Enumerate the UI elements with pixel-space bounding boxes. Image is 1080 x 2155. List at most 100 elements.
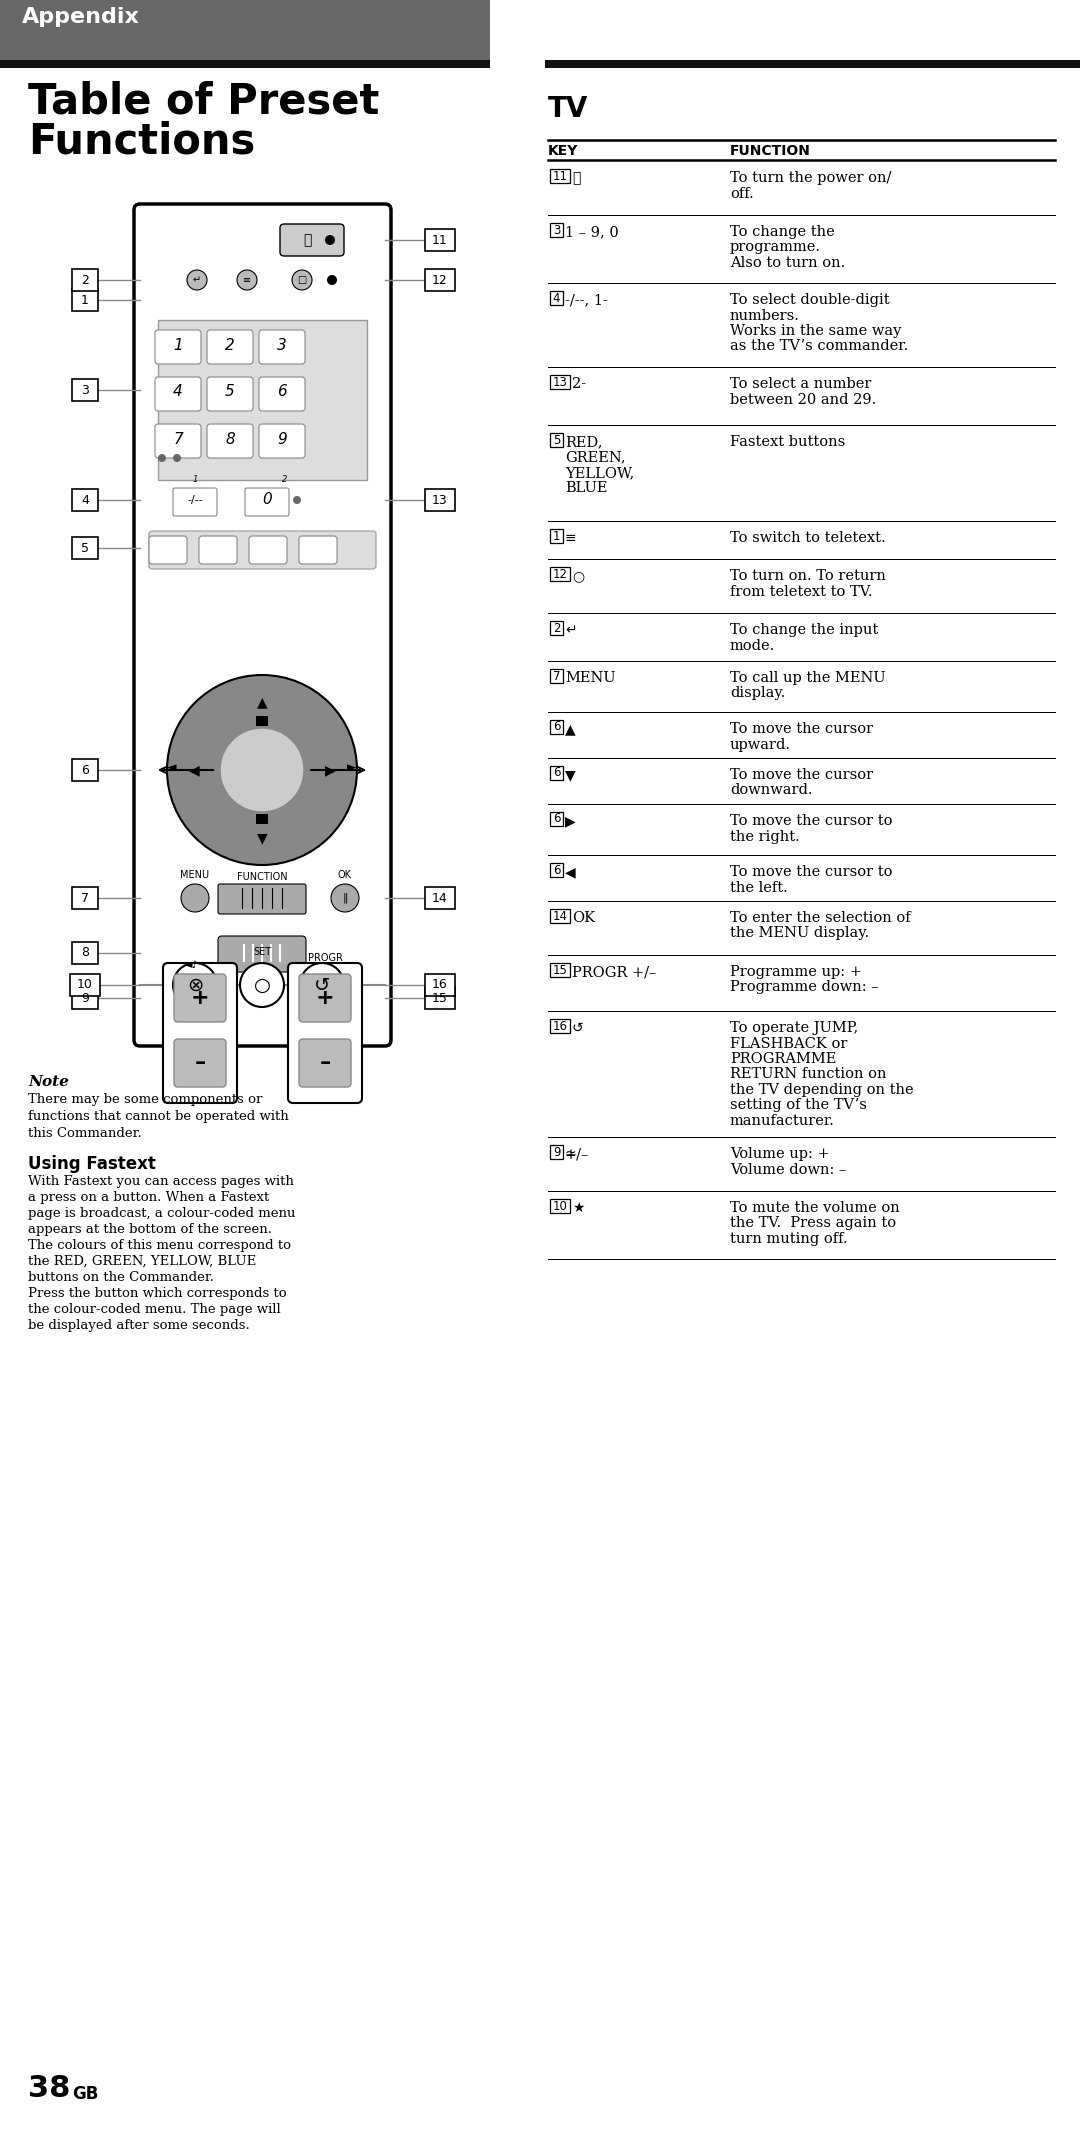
Text: 7: 7 — [553, 670, 561, 683]
Circle shape — [187, 269, 207, 291]
Bar — [550, 963, 570, 976]
Text: page is broadcast, a colour-coded menu: page is broadcast, a colour-coded menu — [28, 1207, 296, 1220]
Text: the RED, GREEN, YELLOW, BLUE: the RED, GREEN, YELLOW, BLUE — [28, 1254, 256, 1267]
Bar — [72, 888, 98, 909]
Text: programme.: programme. — [730, 241, 821, 254]
Bar — [426, 489, 455, 511]
Text: 2: 2 — [225, 338, 234, 353]
Text: ◀: ◀ — [565, 864, 576, 879]
Text: 8: 8 — [81, 946, 89, 959]
Text: To move the cursor: To move the cursor — [730, 767, 873, 782]
Text: 12: 12 — [432, 274, 448, 287]
Bar — [550, 1019, 570, 1032]
Circle shape — [173, 963, 217, 1006]
Text: 1: 1 — [553, 530, 561, 543]
Text: 14: 14 — [553, 909, 567, 922]
Text: Also to turn on.: Also to turn on. — [730, 256, 846, 269]
Text: 5: 5 — [225, 384, 234, 399]
Text: Works in the same way: Works in the same way — [730, 323, 902, 338]
Text: ↺: ↺ — [314, 976, 330, 993]
Text: ▶: ▶ — [325, 763, 335, 778]
Circle shape — [181, 884, 210, 912]
Text: the TV.  Press again to: the TV. Press again to — [730, 1218, 896, 1231]
Bar — [550, 765, 563, 780]
Bar — [0, 0, 490, 60]
Bar — [550, 528, 563, 543]
FancyBboxPatch shape — [299, 537, 337, 565]
Text: display.: display. — [730, 687, 785, 700]
Text: the right.: the right. — [730, 830, 800, 843]
Text: ↵: ↵ — [565, 623, 577, 638]
Text: ▼: ▼ — [565, 767, 576, 782]
Text: ⊗: ⊗ — [187, 976, 203, 993]
Text: GB: GB — [72, 2086, 98, 2103]
Text: the TV depending on the: the TV depending on the — [730, 1084, 914, 1097]
Text: FUNCTION: FUNCTION — [237, 873, 287, 881]
Text: GREEN,: GREEN, — [565, 450, 625, 465]
Bar — [426, 269, 455, 291]
Text: PROGR: PROGR — [308, 953, 342, 963]
FancyBboxPatch shape — [156, 377, 201, 412]
Text: 6: 6 — [553, 720, 561, 733]
Text: 11: 11 — [432, 233, 448, 246]
Text: buttons on the Commander.: buttons on the Commander. — [28, 1271, 214, 1284]
Circle shape — [292, 269, 312, 291]
Text: ▼: ▼ — [257, 832, 268, 845]
Circle shape — [325, 235, 335, 246]
Text: 3: 3 — [81, 384, 89, 397]
Text: 1 – 9, 0: 1 – 9, 0 — [565, 224, 619, 239]
Circle shape — [293, 496, 301, 504]
Text: 10: 10 — [77, 978, 93, 991]
Text: RED,: RED, — [565, 435, 603, 448]
Text: To select double-digit: To select double-digit — [730, 293, 890, 306]
Text: between 20 and 29.: between 20 and 29. — [730, 392, 876, 407]
Text: 7: 7 — [81, 892, 89, 905]
Text: To change the: To change the — [730, 224, 835, 239]
Text: +: + — [191, 987, 210, 1009]
Text: Using Fastext: Using Fastext — [28, 1155, 156, 1172]
Text: 2-: 2- — [572, 377, 586, 390]
Text: 6: 6 — [553, 864, 561, 877]
Text: ↺: ↺ — [572, 1021, 583, 1034]
Bar — [550, 909, 570, 922]
FancyBboxPatch shape — [259, 330, 305, 364]
Text: 6: 6 — [553, 812, 561, 825]
Circle shape — [327, 276, 337, 284]
Text: TV: TV — [548, 95, 589, 123]
FancyBboxPatch shape — [207, 377, 253, 412]
Text: 16: 16 — [553, 1019, 567, 1032]
Text: 1: 1 — [81, 293, 89, 306]
Circle shape — [300, 963, 345, 1006]
Bar — [426, 888, 455, 909]
Bar — [550, 1198, 570, 1213]
Text: To move the cursor to: To move the cursor to — [730, 815, 892, 828]
Text: 5: 5 — [553, 433, 561, 446]
Text: –: – — [320, 1054, 330, 1073]
Circle shape — [167, 675, 357, 864]
Text: 38: 38 — [28, 2073, 70, 2103]
FancyBboxPatch shape — [207, 425, 253, 459]
Bar — [72, 489, 98, 511]
Text: 3: 3 — [278, 338, 287, 353]
Text: Press the button which corresponds to: Press the button which corresponds to — [28, 1287, 286, 1299]
Text: □: □ — [297, 276, 307, 284]
Text: 11: 11 — [553, 170, 567, 183]
Text: 8: 8 — [225, 431, 234, 446]
Text: To switch to teletext.: To switch to teletext. — [730, 530, 886, 545]
Text: PROGR +/–: PROGR +/– — [572, 965, 657, 978]
Circle shape — [237, 269, 257, 291]
Text: SET: SET — [253, 946, 271, 957]
Text: YELLOW,: YELLOW, — [565, 465, 634, 481]
Text: To enter the selection of: To enter the selection of — [730, 912, 910, 924]
Text: 1: 1 — [192, 474, 198, 485]
Text: 13: 13 — [553, 375, 567, 388]
Text: 2: 2 — [553, 621, 561, 634]
Text: 3: 3 — [553, 224, 561, 237]
Text: ○: ○ — [254, 976, 270, 993]
Text: Volume down: –: Volume down: – — [730, 1162, 847, 1177]
Bar — [72, 987, 98, 1009]
Text: To mute the volume on: To mute the volume on — [730, 1200, 900, 1215]
Text: OK: OK — [572, 912, 595, 924]
Text: 10: 10 — [553, 1200, 567, 1213]
Text: turn muting off.: turn muting off. — [730, 1233, 848, 1246]
